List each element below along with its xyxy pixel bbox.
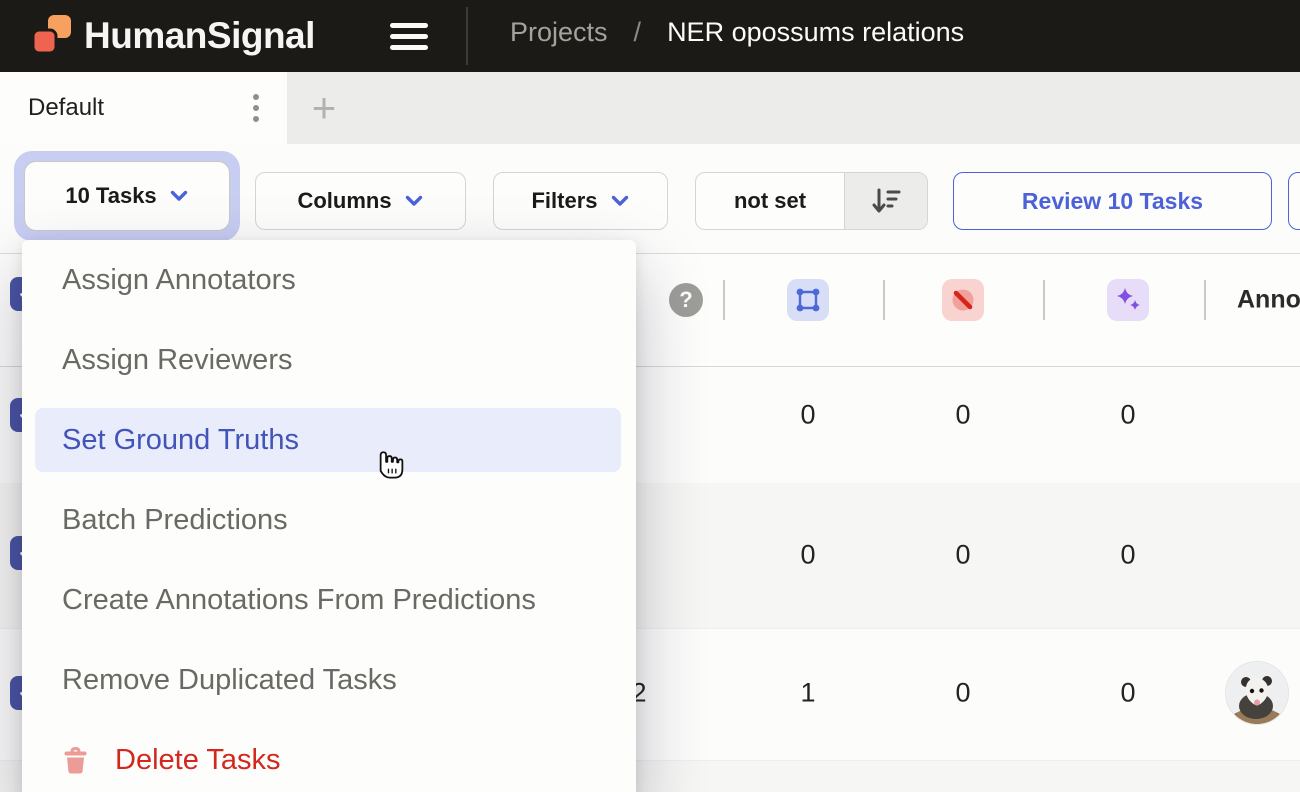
menu-item-batch-predictions[interactable]: Batch Predictions xyxy=(22,480,636,560)
cell-annotations: 0 xyxy=(800,399,816,430)
cell-skipped: 0 xyxy=(955,677,971,708)
breadcrumb-projects-link[interactable]: Projects xyxy=(510,16,608,47)
cell-predictions: 0 xyxy=(1120,539,1136,570)
tab-default[interactable]: Default xyxy=(0,72,287,144)
column-divider xyxy=(723,280,725,320)
hamburger-menu-icon[interactable] xyxy=(390,23,428,50)
cell-skipped: 0 xyxy=(955,539,971,570)
top-header: HumanSignal Projects / NER opossums rela… xyxy=(0,0,1300,72)
menu-item-label: Delete Tasks xyxy=(115,743,281,776)
menu-item-assign-reviewers[interactable]: Assign Reviewers xyxy=(22,320,636,400)
sort-descending-icon[interactable] xyxy=(844,173,927,229)
menu-item-label: Assign Reviewers xyxy=(62,343,293,376)
menu-item-label: Set Ground Truths xyxy=(62,423,299,456)
menu-item-label: Remove Duplicated Tasks xyxy=(62,663,397,696)
breadcrumb-project-name: NER opossums relations xyxy=(667,16,965,47)
trash-icon xyxy=(62,745,89,775)
annotator-avatar xyxy=(1226,662,1288,724)
breadcrumb-separator: / xyxy=(633,16,642,47)
menu-item-label: Assign Annotators xyxy=(62,263,296,296)
chevron-down-icon xyxy=(404,188,424,214)
column-divider xyxy=(1204,280,1206,320)
tab-default-label: Default xyxy=(28,94,105,121)
add-tab-button[interactable]: + xyxy=(296,72,352,144)
skipped-icon[interactable] xyxy=(942,279,984,321)
predictions-icon[interactable] xyxy=(1107,279,1149,321)
tasks-dropdown-label: 10 Tasks xyxy=(65,183,157,208)
column-divider xyxy=(1043,280,1045,320)
menu-item-create-annotations-from-predictions[interactable]: Create Annotations From Predictions xyxy=(22,560,636,640)
filters-dropdown-button[interactable]: Filters xyxy=(493,172,668,230)
menu-item-set-ground-truths[interactable]: Set Ground Truths xyxy=(22,400,636,480)
columns-dropdown-button[interactable]: Columns xyxy=(255,172,466,230)
menu-item-assign-annotators[interactable]: Assign Annotators xyxy=(22,240,636,320)
menu-item-label: Create Annotations From Predictions xyxy=(62,583,536,616)
menu-item-delete-tasks[interactable]: Delete Tasks xyxy=(22,720,636,792)
annotated-by-column-header[interactable]: Annot xyxy=(1237,285,1300,314)
review-tasks-label: Review 10 Tasks xyxy=(1021,187,1204,214)
humansignal-logo-icon xyxy=(28,10,76,63)
cell-predictions: 0 xyxy=(1120,399,1136,430)
ordering-control[interactable]: not set xyxy=(695,172,928,230)
bulk-actions-menu: Assign Annotators Assign Reviewers Set G… xyxy=(22,240,636,792)
help-icon[interactable]: ? xyxy=(669,283,703,317)
chevron-down-icon xyxy=(610,188,630,214)
cell-annotations: 0 xyxy=(800,539,816,570)
cutoff-button[interactable] xyxy=(1288,172,1300,230)
tasks-dropdown-button[interactable]: 10 Tasks xyxy=(24,161,230,231)
filters-dropdown-label: Filters xyxy=(531,188,598,213)
brand-wordmark: HumanSignal xyxy=(84,15,315,56)
menu-item-label: Batch Predictions xyxy=(62,503,288,536)
cell-annotations: 1 xyxy=(800,677,816,708)
columns-dropdown-label: Columns xyxy=(297,188,392,213)
ordering-value: not set xyxy=(733,188,807,213)
header-divider xyxy=(466,7,468,65)
view-tab-bar: Default + xyxy=(0,72,1300,144)
column-divider xyxy=(883,280,885,320)
tab-options-kebab-icon[interactable] xyxy=(246,94,266,122)
cell-skipped: 0 xyxy=(955,399,971,430)
humansignal-logo[interactable]: HumanSignal xyxy=(28,0,315,72)
breadcrumb: Projects / NER opossums relations xyxy=(510,0,964,64)
review-tasks-button[interactable]: Review 10 Tasks xyxy=(953,172,1272,230)
cell-predictions: 0 xyxy=(1120,677,1136,708)
chevron-down-icon xyxy=(169,183,189,209)
menu-item-remove-duplicated-tasks[interactable]: Remove Duplicated Tasks xyxy=(22,640,636,720)
annotation-results-icon[interactable] xyxy=(787,279,829,321)
